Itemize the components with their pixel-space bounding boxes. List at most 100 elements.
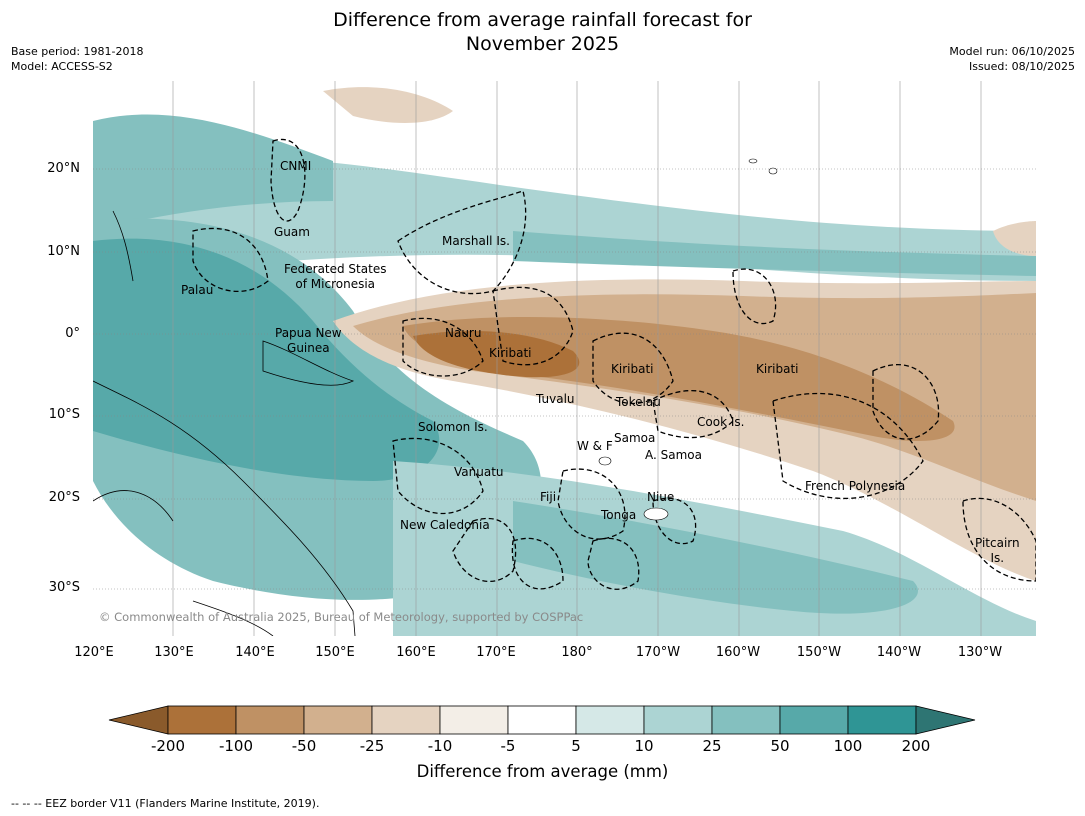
lon-label-140w: 140°W — [876, 645, 922, 660]
place-fsm-line2: of Micronesia — [295, 277, 376, 291]
colorbar-tick-label: -25 — [359, 737, 385, 755]
place-wallis-futuna: W & F — [577, 439, 613, 453]
colorbar-segment — [575, 705, 645, 735]
wet-zone-south-core — [513, 501, 918, 614]
place-tonga: Tonga — [601, 508, 637, 522]
colorbar-segment — [303, 705, 373, 735]
map-title-line2: November 2025 — [465, 33, 620, 55]
islands — [598, 158, 778, 521]
colorbar-tick-label: 10 — [634, 737, 654, 755]
colorbar-segment — [507, 705, 577, 735]
colorbar-segment — [847, 705, 917, 735]
lon-label-130w: 130°W — [957, 645, 1003, 660]
colorbar-title: Difference from average (mm) — [416, 762, 669, 781]
colorbar-segment — [371, 705, 441, 735]
colorbar-segment — [711, 705, 781, 735]
place-kiribati-east: Kiribati — [756, 362, 799, 376]
place-guam: Guam — [274, 225, 310, 239]
place-cnmi: CNMI — [280, 159, 312, 173]
eez-footnote: -- -- -- EEZ border V11 (Flanders Marine… — [11, 797, 320, 810]
colorbar-extend-high — [915, 705, 976, 735]
dry-patch-north — [323, 87, 453, 123]
colorbar-extend-low — [108, 705, 169, 735]
colorbar-tick-label: -100 — [218, 737, 254, 755]
colorbar-tick-label: -50 — [291, 737, 317, 755]
place-cook-islands: Cook Is. — [697, 415, 745, 429]
colorbar-tick-label: 5 — [571, 737, 581, 755]
meta-right: Model run: 06/10/2025 Issued: 08/10/2025 — [949, 44, 1075, 74]
rainfall-map — [92, 81, 1037, 637]
place-american-samoa: A. Samoa — [645, 448, 702, 462]
colorbar — [108, 705, 976, 735]
map-title: Difference from average rainfall forecas… — [0, 8, 1085, 56]
lat-label-20n: 20°N — [47, 161, 80, 176]
base-period: Base period: 1981-2018 — [11, 45, 144, 58]
place-tuvalu: Tuvalu — [536, 392, 575, 406]
place-fsm-line1: Federated States — [284, 262, 387, 276]
colorbar-tick-label: 25 — [702, 737, 722, 755]
rainfall-map-svg — [92, 81, 1037, 637]
colorbar-tick-label: 200 — [901, 737, 931, 755]
place-marshall-islands: Marshall Is. — [442, 234, 510, 248]
place-vanuatu: Vanuatu — [454, 465, 504, 479]
lon-label-140e: 140°E — [235, 645, 275, 660]
place-palau: Palau — [181, 283, 214, 297]
place-new-caledonia: New Caledonia — [400, 518, 490, 532]
longitude-gridlines — [172, 81, 982, 636]
place-niue: Niue — [647, 490, 675, 504]
coastlines — [92, 210, 356, 637]
colorbar-segment — [235, 705, 305, 735]
place-png: Papua New Guinea — [275, 326, 342, 356]
place-pitcairn: Pitcairn Is. — [975, 536, 1020, 566]
lat-label-0: 0° — [65, 326, 80, 341]
lon-label-160e: 160°E — [396, 645, 436, 660]
lat-label-30s: 30°S — [48, 580, 80, 595]
copyright-notice: © Commonwealth of Australia 2025, Bureau… — [99, 610, 584, 624]
issued-date: Issued: 08/10/2025 — [968, 60, 1075, 73]
lon-label-170w: 170°W — [635, 645, 681, 660]
place-kiribati-west: Kiribati — [489, 346, 532, 360]
place-fsm: Federated States of Micronesia — [284, 262, 386, 292]
lon-label-170e: 170°E — [476, 645, 516, 660]
place-french-polynesia: French Polynesia — [805, 479, 906, 493]
dry-patch-north-east — [993, 221, 1036, 256]
model-run: Model run: 06/10/2025 — [949, 45, 1075, 58]
place-png-line1: Papua New — [275, 326, 342, 340]
lon-label-160w: 160°W — [715, 645, 761, 660]
place-png-line2: Guinea — [287, 341, 330, 355]
place-samoa: Samoa — [614, 431, 656, 445]
place-fiji: Fiji — [540, 490, 557, 504]
place-pitcairn-line1: Pitcairn — [975, 536, 1020, 550]
place-solomon-islands: Solomon Is. — [418, 420, 488, 434]
lon-label-150e: 150°E — [315, 645, 355, 660]
lat-label-10s: 10°S — [48, 407, 80, 422]
map-title-line1: Difference from average rainfall forecas… — [333, 9, 752, 31]
latitude-gridlines — [93, 168, 1036, 590]
colorbar-segment — [643, 705, 713, 735]
colorbar-tick-label: -200 — [150, 737, 186, 755]
place-pitcairn-line2: Is. — [990, 551, 1005, 565]
colorbar-segment — [779, 705, 849, 735]
colorbar-tick-label: -5 — [500, 737, 516, 755]
eez-borders — [192, 138, 1037, 590]
lon-label-180: 180° — [561, 645, 593, 660]
model-name: Model: ACCESS-S2 — [11, 60, 113, 73]
colorbar-segment — [439, 705, 509, 735]
colorbar-tick-label: 100 — [833, 737, 863, 755]
colorbar-tick-label: 50 — [770, 737, 790, 755]
colorbar-segments — [108, 705, 976, 735]
place-nauru: Nauru — [445, 326, 482, 340]
lon-label-150w: 150°W — [796, 645, 842, 660]
colorbar-tick-label: -10 — [427, 737, 453, 755]
colorbar-segment — [167, 705, 237, 735]
dry-zone-strong — [413, 331, 580, 378]
wet-zone-north-core — [513, 231, 1036, 276]
lat-label-10n: 10°N — [47, 244, 80, 259]
place-kiribati-central: Kiribati — [611, 362, 654, 376]
lon-label-130e: 130°E — [154, 645, 194, 660]
lat-label-20s: 20°S — [48, 490, 80, 505]
wet-zone-west-core — [93, 238, 440, 481]
lon-label-120e: 120°E — [74, 645, 114, 660]
place-tokelau: Tokelau — [616, 395, 661, 409]
meta-left: Base period: 1981-2018 Model: ACCESS-S2 — [11, 44, 143, 74]
